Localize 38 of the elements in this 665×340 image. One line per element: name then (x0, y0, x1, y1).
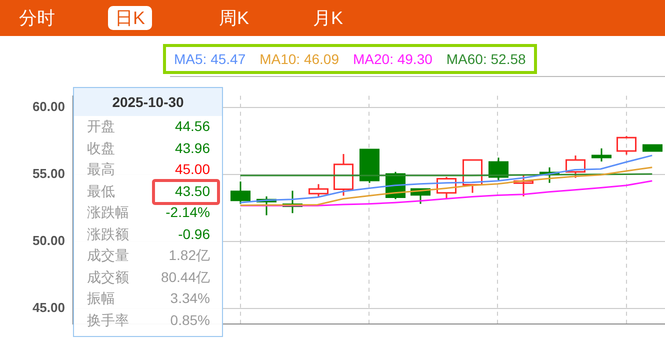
candlestick (436, 176, 457, 200)
annotation: 成交额 (87, 268, 129, 284)
text: MA5: 45.47 (174, 51, 246, 67)
text: 分时 (18, 7, 56, 30)
annotation: 最低 (87, 182, 115, 198)
annotation: 最高 (87, 161, 115, 177)
annotation: 45.00 (174, 160, 210, 179)
annotation: -0.96 (178, 224, 210, 244)
text: MA20: 49.30 (353, 51, 432, 67)
annotation: 2025-10-30 (74, 88, 222, 116)
y-tick-label: 60.00 (32, 99, 65, 114)
annotation: 1.82亿 (168, 246, 210, 265)
candlestick (616, 135, 637, 156)
annotation: 换手率 (87, 312, 129, 328)
text: MA10: 46.09 (260, 51, 339, 67)
candlestick (308, 183, 329, 198)
annotation: 3.34% (170, 289, 210, 308)
annotation: 振幅 (87, 290, 115, 306)
candlestick (565, 154, 586, 179)
annotation: 80.44亿 (160, 268, 210, 286)
annotation: 成交量 (87, 247, 129, 263)
text: MA60: 52.58 (446, 51, 526, 67)
annotation: 开盘 (87, 118, 115, 134)
y-tick-label: 45.00 (32, 300, 65, 316)
annotation: 收盘 (87, 140, 115, 156)
annotation: 43.50 (174, 182, 210, 200)
annotation: 43.96 (174, 138, 210, 158)
annotation: 0.85% (170, 310, 210, 330)
annotation: 涨跌幅 (87, 204, 129, 220)
text: 周K (218, 7, 250, 30)
y-tick-label: 50.00 (32, 233, 65, 248)
y-tick-label: 55.00 (32, 166, 65, 182)
annotation: 涨跌额 (87, 226, 129, 242)
text: 日K (108, 6, 152, 30)
annotation: -2.14% (166, 203, 210, 222)
text: 月K (312, 7, 344, 30)
annotation: 44.56 (174, 117, 210, 136)
candlestick (333, 153, 354, 197)
